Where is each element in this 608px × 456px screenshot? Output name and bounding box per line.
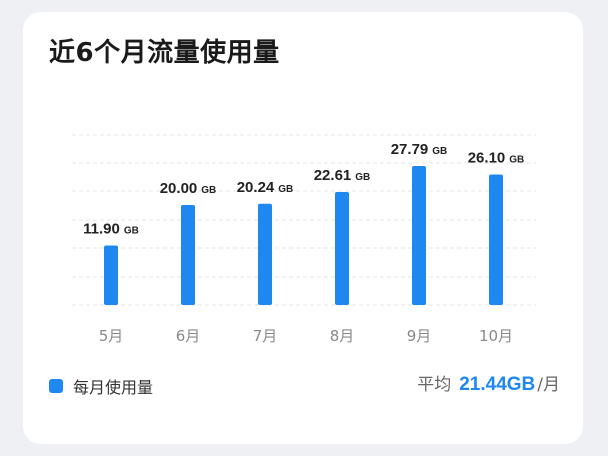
bars-group (104, 166, 503, 305)
bar-6月 (181, 205, 195, 305)
bar-5月 (104, 245, 118, 305)
value-label: 22.61 GB (314, 167, 371, 184)
value-label: 11.90 GB (83, 221, 139, 238)
value-label: 27.79 GB (391, 141, 448, 158)
average-usage: 平均 21.44GB /月 (417, 370, 560, 396)
value-label: 20.00 GB (160, 180, 217, 197)
bar-8月 (335, 191, 349, 305)
bar-7月 (258, 203, 272, 305)
value-label: 20.24 GB (237, 179, 294, 196)
average-value: 21.44GB (459, 374, 536, 395)
x-tick-label: 8月 (330, 327, 355, 345)
x-tick-label: 5月 (99, 327, 124, 345)
x-tick-labels-group: 5月 6月 7月 8月 9月 10月 (99, 327, 513, 345)
x-tick-label: 9月 (407, 327, 432, 345)
x-tick-label: 10月 (479, 327, 513, 345)
x-tick-label: 7月 (253, 327, 278, 345)
chart-title: 近6个月流量使用量 (49, 38, 280, 68)
average-unit: /月 (537, 375, 560, 395)
average-label: 平均 (417, 375, 452, 395)
grid-lines (72, 134, 536, 306)
bar-10月 (489, 174, 503, 305)
legend: 每月使用量 (49, 374, 153, 398)
legend-label: 每月使用量 (73, 378, 154, 397)
bar-9月 (412, 166, 426, 305)
value-labels-group: 11.90 GB 20.00 GB 20.24 GB 22.61 GB 27.79 GB 26.10… (83, 141, 524, 237)
value-label: 26.10 GB (468, 150, 525, 167)
legend-swatch (49, 379, 63, 393)
x-tick-label: 6月 (176, 327, 201, 345)
